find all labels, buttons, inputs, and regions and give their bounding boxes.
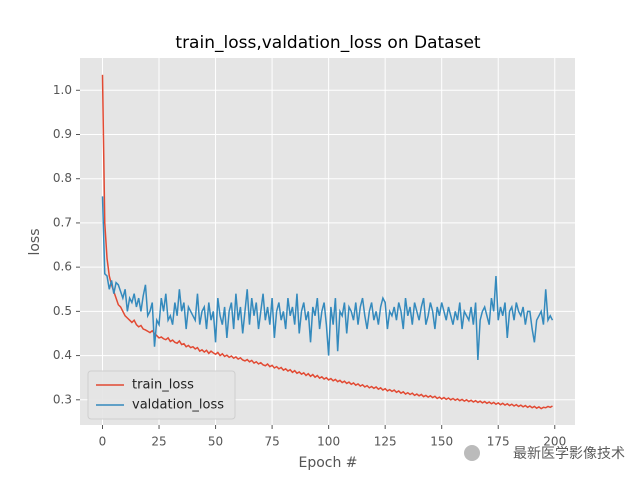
y-tick-label: 0.3 bbox=[53, 392, 72, 406]
legend-label: valdation_loss bbox=[132, 398, 224, 413]
x-tick-label: 175 bbox=[487, 435, 510, 449]
grid bbox=[80, 58, 575, 425]
x-tick-label: 0 bbox=[99, 435, 107, 449]
y-axis-label: loss bbox=[27, 228, 43, 255]
legend-label: train_loss bbox=[132, 378, 194, 393]
legend: train_loss valdation_loss bbox=[87, 370, 236, 420]
x-tick-label: 25 bbox=[151, 435, 166, 449]
x-tick-label: 200 bbox=[543, 435, 566, 449]
y-tick-label: 0.4 bbox=[53, 348, 72, 362]
watermark-icon bbox=[464, 445, 480, 461]
x-tick-label: 75 bbox=[264, 435, 279, 449]
legend-box bbox=[87, 370, 236, 420]
x-tick-label: 100 bbox=[317, 435, 340, 449]
y-tick-label: 0.8 bbox=[53, 171, 72, 185]
plot-area bbox=[80, 58, 575, 425]
y-tick-label: 1.0 bbox=[53, 83, 72, 97]
y-tick-label: 0.7 bbox=[53, 215, 72, 229]
y-tick-label: 0.6 bbox=[53, 260, 72, 274]
x-axis-label: Epoch # bbox=[298, 455, 357, 471]
y-tick-label: 0.5 bbox=[53, 304, 72, 318]
y-tick-label: 0.9 bbox=[53, 127, 72, 141]
watermark: 最新医学影像技术 bbox=[513, 446, 625, 462]
chart-title: train_loss,valdation_loss on Dataset bbox=[175, 33, 481, 53]
x-tick-label: 150 bbox=[430, 435, 453, 449]
series-line bbox=[101, 196, 554, 361]
series-line bbox=[101, 74, 553, 410]
x-tick-label: 125 bbox=[374, 435, 397, 449]
x-tick-label: 50 bbox=[208, 435, 223, 449]
